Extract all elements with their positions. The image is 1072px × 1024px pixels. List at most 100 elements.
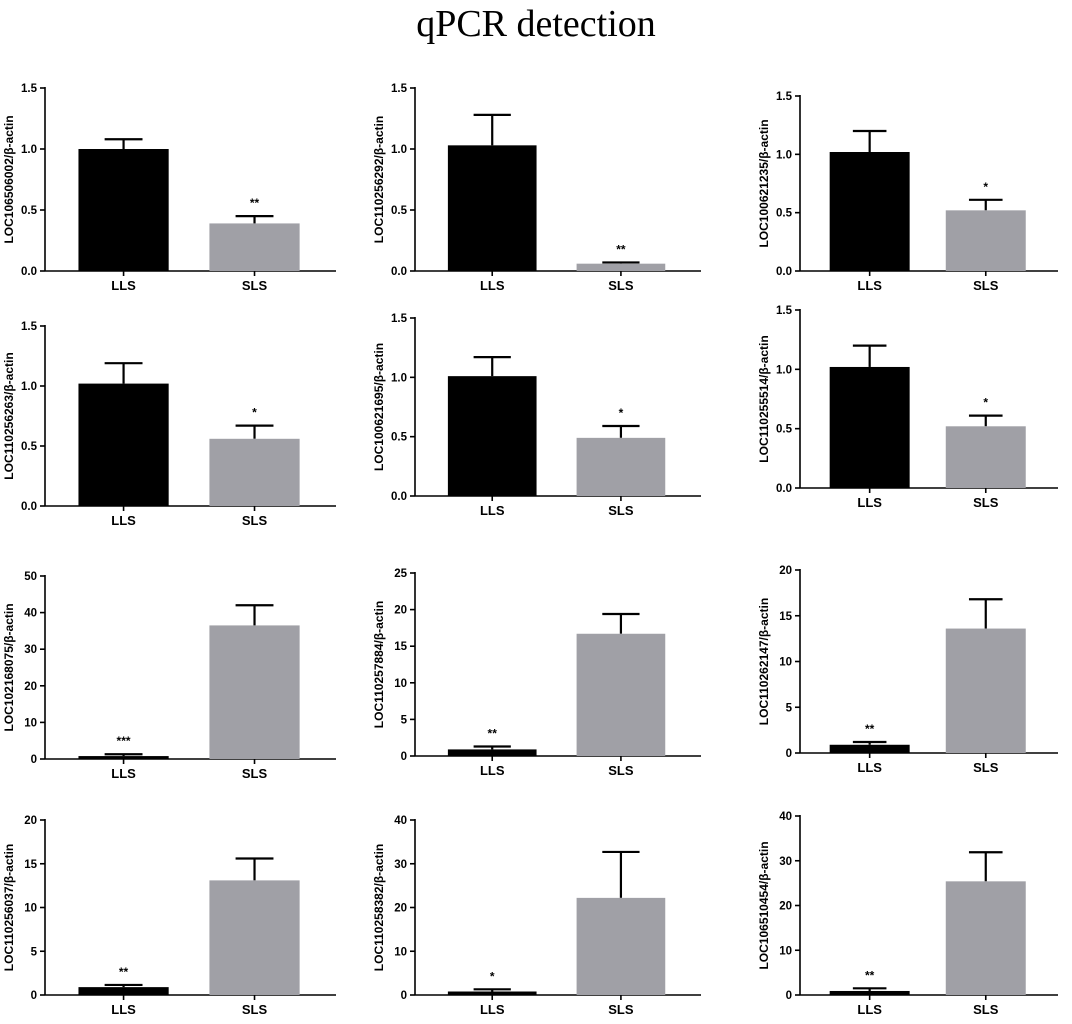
chart-panel-8: LOC110257884/β-actin 0 5 10 15 20 25 LLS ** SLS [370,565,715,780]
x-tick-label-lls: LLS [857,1002,882,1017]
x-tick-label-lls: LLS [480,763,505,778]
chart-panel-6: LOC110255514/β-actin 0.0 0.5 1.0 1.5 LLS SLS * [755,302,1072,512]
x-tick-label-sls: SLS [973,760,999,775]
x-tick-label-lls: LLS [480,503,505,518]
significance-label: ** [865,722,875,736]
y-tick-label: 5 [31,946,38,958]
y-tick-label: 10 [779,945,792,957]
y-axis-label: LOC106510454/β-actin [757,841,771,969]
y-tick-label: 30 [394,859,407,871]
y-tick-label: 20 [779,901,792,913]
x-tick-label-lls: LLS [857,278,882,293]
x-tick-label-sls: SLS [242,766,268,781]
bar-lls [78,987,169,995]
x-tick-label-sls: SLS [242,513,268,528]
y-tick-label: 10 [394,678,407,690]
chart-svg: LOC110256292/β-actin 0.0 0.5 1.0 1.5 LLS SLS ** [372,83,701,293]
bar-sls [576,897,666,995]
x-tick-label-lls: LLS [111,1002,136,1017]
bar-sls [945,881,1026,995]
y-axis-label: LOC106506002/β-actin [2,115,16,243]
significance-label: ** [119,965,129,979]
y-tick-label: 0 [786,748,792,760]
y-tick-label: 1.5 [21,83,38,95]
y-tick-label: 0.5 [21,205,38,217]
bar-lls [78,383,169,506]
chart-svg: LOC110258382/β-actin 0 10 20 30 40 LLS * SLS [372,815,701,1017]
bar-sls [945,628,1026,753]
y-tick-label: 40 [394,815,407,827]
y-tick-label: 20 [24,815,37,827]
y-axis-label: LOC110255514/β-actin [757,335,771,462]
x-tick-label-sls: SLS [608,278,634,293]
y-axis-label: LOC110262147/β-actin [757,598,771,725]
significance-label: ** [488,726,498,740]
y-axis-label: LOC110258382/β-actin [372,844,386,971]
bar-lls [447,145,537,271]
bar-sls [209,880,300,995]
y-tick-label: 15 [779,611,792,623]
y-tick-label: 5 [401,714,408,726]
y-tick-label: 1.0 [391,144,407,156]
bar-sls [209,625,300,759]
x-tick-label-lls: LLS [111,766,136,781]
y-tick-label: 20 [394,903,407,915]
y-tick-label: 1.0 [21,144,37,156]
significance-label: * [983,180,988,194]
x-tick-label-sls: SLS [973,495,999,510]
significance-label: * [252,406,257,420]
chart-svg: LOC110257884/β-actin 0 5 10 15 20 25 LLS ** SLS [372,568,701,778]
y-tick-label: 25 [394,568,407,580]
x-tick-label-lls: LLS [857,760,882,775]
chart-panel-4: LOC110256263/β-actin 0.0 0.5 1.0 1.5 LLS SLS * [0,318,350,530]
bar-sls [576,633,666,756]
x-tick-label-lls: LLS [857,495,882,510]
y-tick-label: 0 [31,990,37,1002]
y-tick-label: 0.5 [776,208,793,220]
y-tick-label: 0.5 [776,424,793,436]
significance-label: ** [250,196,260,210]
figure-title: qPCR detection [416,3,656,45]
bar-lls [447,991,537,995]
y-tick-label: 1.5 [776,91,793,103]
chart-panel-2: LOC110256292/β-actin 0.0 0.5 1.0 1.5 LLS SLS ** [370,80,715,295]
chart-svg: LOC100621695/β-actin 0.0 0.5 1.0 1.5 LLS SLS * [372,313,701,518]
chart-panel-7: LOC102168075/β-actin 0 10 20 30 40 50 LLS *** SLS [0,568,350,783]
significance-label: * [619,406,624,420]
y-axis-label: LOC100621695/β-actin [372,343,386,471]
y-tick-label: 40 [779,811,792,823]
chart-panel-1: LOC106506002/β-actin 0.0 0.5 1.0 1.5 LLS SLS ** [0,80,350,295]
x-tick-label-sls: SLS [608,763,634,778]
bar-lls [447,749,537,756]
chart-svg: LOC100621235/β-actin 0.0 0.5 1.0 1.5 LLS SLS * [757,91,1058,293]
bar-lls [829,990,910,995]
y-tick-label: 30 [779,856,792,868]
y-axis-label: LOC100621235/β-actin [757,119,771,247]
chart-svg: LOC106506002/β-actin 0.0 0.5 1.0 1.5 LLS SLS ** [2,83,336,293]
y-tick-label: 0.0 [391,491,407,503]
x-tick-label-sls: SLS [608,503,634,518]
bar-sls [576,437,666,496]
y-tick-label: 1.5 [391,83,408,95]
y-tick-label: 1.0 [21,381,37,393]
x-tick-label-lls: LLS [480,278,505,293]
y-tick-label: 0 [401,751,407,763]
y-tick-label: 10 [394,946,407,958]
y-axis-label: LOC110256292/β-actin [372,116,386,243]
y-tick-label: 0.5 [391,432,408,444]
bar-lls [829,152,910,271]
bar-lls [78,756,169,759]
x-tick-label-lls: LLS [111,278,136,293]
y-tick-label: 1.5 [776,305,793,317]
y-tick-label: 0.0 [776,266,792,278]
y-tick-label: 1.5 [21,321,38,333]
y-tick-label: 0.0 [21,266,37,278]
y-tick-label: 1.0 [776,149,792,161]
chart-panel-11: LOC110258382/β-actin 0 10 20 30 40 LLS * SLS [370,812,715,1019]
significance-label: * [490,969,495,983]
y-axis-label: LOC110256037/β-actin [2,844,16,971]
x-tick-label-sls: SLS [242,278,268,293]
y-tick-label: 15 [24,859,37,871]
chart-svg: LOC110256037/β-actin 0 5 10 15 20 LLS ** SLS [2,815,336,1017]
chart-panel-12: LOC106510454/β-actin 0 10 20 30 40 LLS ** SLS [755,808,1072,1019]
